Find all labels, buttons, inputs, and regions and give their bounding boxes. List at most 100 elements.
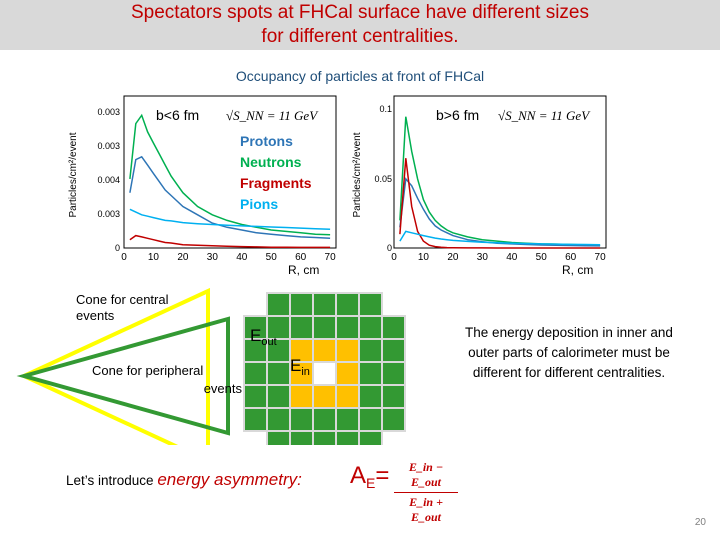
calorimeter-module (358, 430, 383, 445)
left-series-neutrons (129, 113, 331, 236)
right-y-tick-0: 0.1 (379, 104, 392, 114)
left-y-axis-label: Particles/cm²/event (68, 132, 79, 217)
left-x-tick-5: 50 (266, 252, 278, 263)
energy-deposition-text: The energy deposition in inner and outer… (465, 325, 673, 380)
calorimeter-module (358, 292, 383, 317)
calorimeter-module (335, 292, 360, 317)
right-series-fragments (399, 158, 601, 249)
calorimeter-module (335, 430, 360, 445)
calorimeter-module (289, 315, 314, 340)
calorimeter-module (243, 407, 268, 432)
right-series-pions (399, 230, 601, 246)
asymmetry-fraction: E_in − E_out E_in + E_out (394, 460, 458, 525)
legend-neutrons: Neutrons (240, 154, 302, 170)
calorimeter-module (289, 407, 314, 432)
left-x-tick-6: 60 (295, 252, 307, 263)
calorimeter-module (312, 361, 337, 386)
calorimeter-module (312, 292, 337, 317)
cone-central (19, 287, 210, 445)
left-y-tick-4: 0 (115, 243, 120, 253)
left-x-tick-1: 10 (148, 252, 160, 263)
intro-text: Let’s introduce (66, 473, 154, 488)
calorimeter-module (266, 292, 291, 317)
calorimeter-module (335, 315, 360, 340)
right-y-tick-2: 0 (387, 243, 392, 253)
left-x-tick-4: 40 (236, 252, 248, 263)
calorimeter-module (266, 384, 291, 409)
left-x-axis-label: R, cm (288, 263, 319, 277)
asymmetry-symbol: AE= (350, 462, 390, 491)
calorimeter-module (289, 384, 314, 409)
right-plot-frame (393, 95, 607, 249)
left-plot-frame (123, 95, 337, 249)
calorimeter-module (335, 407, 360, 432)
left-occupancy-chart: Particles/cm²/event 0.003 0.003 0.004 0.… (68, 95, 337, 277)
calorimeter-module (289, 430, 314, 445)
calorimeter-module (266, 407, 291, 432)
e-in-label: Ein (290, 356, 310, 378)
slide-title-line1: Spectators spots at FHCal surface have d… (131, 2, 589, 23)
energy-asymmetry-term: energy asymmetry (157, 470, 298, 489)
left-y-tick-2: 0.004 (97, 175, 120, 185)
calorimeter-module (243, 384, 268, 409)
right-x-tick-3: 30 (477, 252, 489, 263)
e-out-label: Eout (250, 326, 277, 348)
calorimeter-module (335, 338, 360, 363)
right-series-protons (399, 177, 601, 247)
right-region-label: b>6 fm (436, 107, 479, 123)
energy-asymmetry-line: Let’s introduce energy asymmetry: (66, 470, 302, 489)
right-x-tick-4: 40 (506, 252, 518, 263)
right-x-axis-label: R, cm (562, 263, 593, 277)
calorimeter-module (381, 315, 406, 340)
calorimeter-module (243, 361, 268, 386)
right-occupancy-chart: Particles/cm²/event 0.1 0.05 0 0 10 20 30 40… (352, 95, 607, 277)
fraction-denominator: E_in + E_out (409, 495, 443, 524)
slide-title-line2: for different centralities. (261, 26, 459, 47)
calorimeter-module (381, 361, 406, 386)
left-region-label: b<6 fm (156, 107, 199, 123)
right-x-tick-0: 0 (391, 252, 397, 263)
left-x-tick-3: 30 (207, 252, 219, 263)
left-y-tick-1: 0.003 (97, 141, 120, 151)
calorimeter-module (312, 315, 337, 340)
calorimeter-diagram (16, 287, 406, 445)
cone-peripheral (16, 316, 230, 436)
right-x-tick-6: 60 (565, 252, 577, 263)
left-series-protons (129, 155, 331, 240)
right-y-axis-label: Particles/cm²/event (352, 132, 363, 217)
left-x-tick-2: 20 (177, 252, 189, 263)
right-x-tick-7: 70 (595, 252, 607, 263)
calorimeter-module (312, 407, 337, 432)
legend-protons: Protons (240, 133, 293, 149)
left-x-tick-7: 70 (325, 252, 337, 263)
calorimeter-module (266, 430, 291, 445)
calorimeter-module (358, 338, 383, 363)
left-y-tick-0: 0.003 (97, 107, 120, 117)
calorimeter-module (358, 315, 383, 340)
right-y-tick-1: 0.05 (374, 174, 392, 184)
chart-subtitle: Occupancy of particles at front of FHCal (235, 68, 485, 84)
left-x-tick-0: 0 (121, 252, 127, 263)
fraction-numerator: E_in − E_out (408, 460, 444, 489)
right-energy-label: √S_NN = 11 GeV (498, 108, 591, 123)
calorimeter-module (358, 384, 383, 409)
title-bar: Spectators spots at FHCal surface have d… (0, 0, 720, 50)
cone-central-label: Cone for central events (76, 292, 169, 323)
legend-pions: Pions (240, 196, 279, 212)
calorimeter-module (335, 361, 360, 386)
right-x-tick-2: 20 (447, 252, 459, 263)
calorimeter-module (358, 361, 383, 386)
left-y-tick-3: 0.003 (97, 209, 120, 219)
cone-peripheral-label: Cone for peripheral events (92, 363, 242, 396)
calorimeter-module (381, 384, 406, 409)
left-series-pions (129, 208, 331, 230)
left-series-fragments (129, 234, 331, 249)
calorimeter-module (358, 407, 383, 432)
page-number: 20 (694, 517, 706, 528)
left-energy-label: √S_NN = 11 GeV (226, 108, 319, 123)
legend-fragments: Fragments (240, 175, 312, 191)
right-x-tick-5: 50 (536, 252, 548, 263)
calorimeter-module (312, 338, 337, 363)
calorimeter-module (312, 430, 337, 445)
calorimeter-module (381, 338, 406, 363)
